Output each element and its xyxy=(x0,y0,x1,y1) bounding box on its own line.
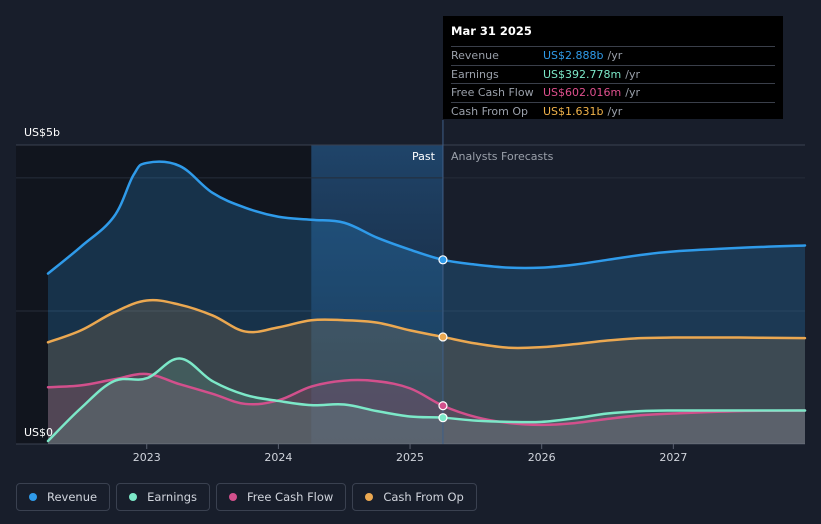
tooltip-unit: /yr xyxy=(625,86,640,99)
x-tick-label: 2023 xyxy=(133,451,161,464)
tooltip-value: US$2.888b xyxy=(543,49,604,62)
legend-dot-icon xyxy=(365,493,374,501)
legend-dot-icon xyxy=(129,493,138,501)
area-free-cash-flow xyxy=(48,373,805,444)
forecast-label: Analysts Forecasts xyxy=(451,150,554,163)
series-lines xyxy=(46,160,807,443)
tooltip-row-earnings: Earnings US$392.778m /yr xyxy=(451,64,775,84)
series-markers xyxy=(438,255,448,423)
area-revenue xyxy=(48,161,805,444)
marker-cash-from-op xyxy=(438,332,448,342)
tooltip-row-revenue: Revenue US$2.888b /yr xyxy=(451,46,775,65)
tooltip-unit: /yr xyxy=(607,49,623,62)
tooltip-unit: /yr xyxy=(607,104,623,118)
legend: Revenue Earnings Free Cash Flow Cash Fro… xyxy=(16,483,477,511)
legend-label: Earnings xyxy=(147,490,197,504)
x-tick-label: 2025 xyxy=(396,451,424,464)
tooltip-label: Cash From Op xyxy=(451,104,529,118)
line-revenue xyxy=(46,160,807,275)
x-tick-label: 2027 xyxy=(659,451,687,464)
legend-dot-icon xyxy=(229,493,237,501)
legend-dot-icon xyxy=(29,493,37,501)
tooltip-label: Free Cash Flow xyxy=(451,86,534,99)
tooltip-unit: /yr xyxy=(625,67,640,81)
line-free-cash-flow xyxy=(46,372,807,427)
past-label: Past xyxy=(412,150,436,163)
legend-item-cash-from-op[interactable]: Cash From Op xyxy=(352,483,477,511)
tooltip-row-cfo: Cash From Op US$1.631b /yr xyxy=(451,101,775,121)
x-tick-label: 2026 xyxy=(528,451,556,464)
legend-label: Free Cash Flow xyxy=(247,490,334,504)
tooltip-row-fcf: Free Cash Flow US$602.016m /yr xyxy=(451,83,775,102)
tooltip-value: US$602.016m xyxy=(543,86,622,99)
line-cash-from-op xyxy=(46,298,807,350)
area-earnings xyxy=(48,358,805,444)
line-earnings xyxy=(46,357,807,443)
y-axis-bottom-label: US$0 xyxy=(24,426,53,439)
y-axis-top-label: US$5b xyxy=(24,126,60,139)
tooltip: Mar 31 2025 Revenue US$2.888b /yr Earnin… xyxy=(443,16,783,119)
legend-item-free-cash-flow[interactable]: Free Cash Flow xyxy=(216,483,347,511)
area-cash-from-op xyxy=(48,300,805,444)
tooltip-label: Earnings xyxy=(451,67,499,81)
x-axis-ticks: 2023 2024 2025 2026 2027 xyxy=(133,444,687,464)
legend-label: Revenue xyxy=(47,490,98,504)
tooltip-label: Revenue xyxy=(451,49,499,62)
marker-earnings xyxy=(438,413,448,423)
marker-free-cash-flow xyxy=(438,401,448,411)
legend-item-revenue[interactable]: Revenue xyxy=(16,483,111,511)
tooltip-value: US$1.631b xyxy=(543,104,604,118)
legend-label: Cash From Op xyxy=(383,490,464,504)
legend-item-earnings[interactable]: Earnings xyxy=(116,483,210,511)
marker-revenue xyxy=(438,255,448,265)
tooltip-value: US$392.778m xyxy=(543,67,622,81)
series-areas xyxy=(48,161,805,444)
x-tick-label: 2024 xyxy=(264,451,292,464)
tooltip-date: Mar 31 2025 xyxy=(451,24,532,38)
